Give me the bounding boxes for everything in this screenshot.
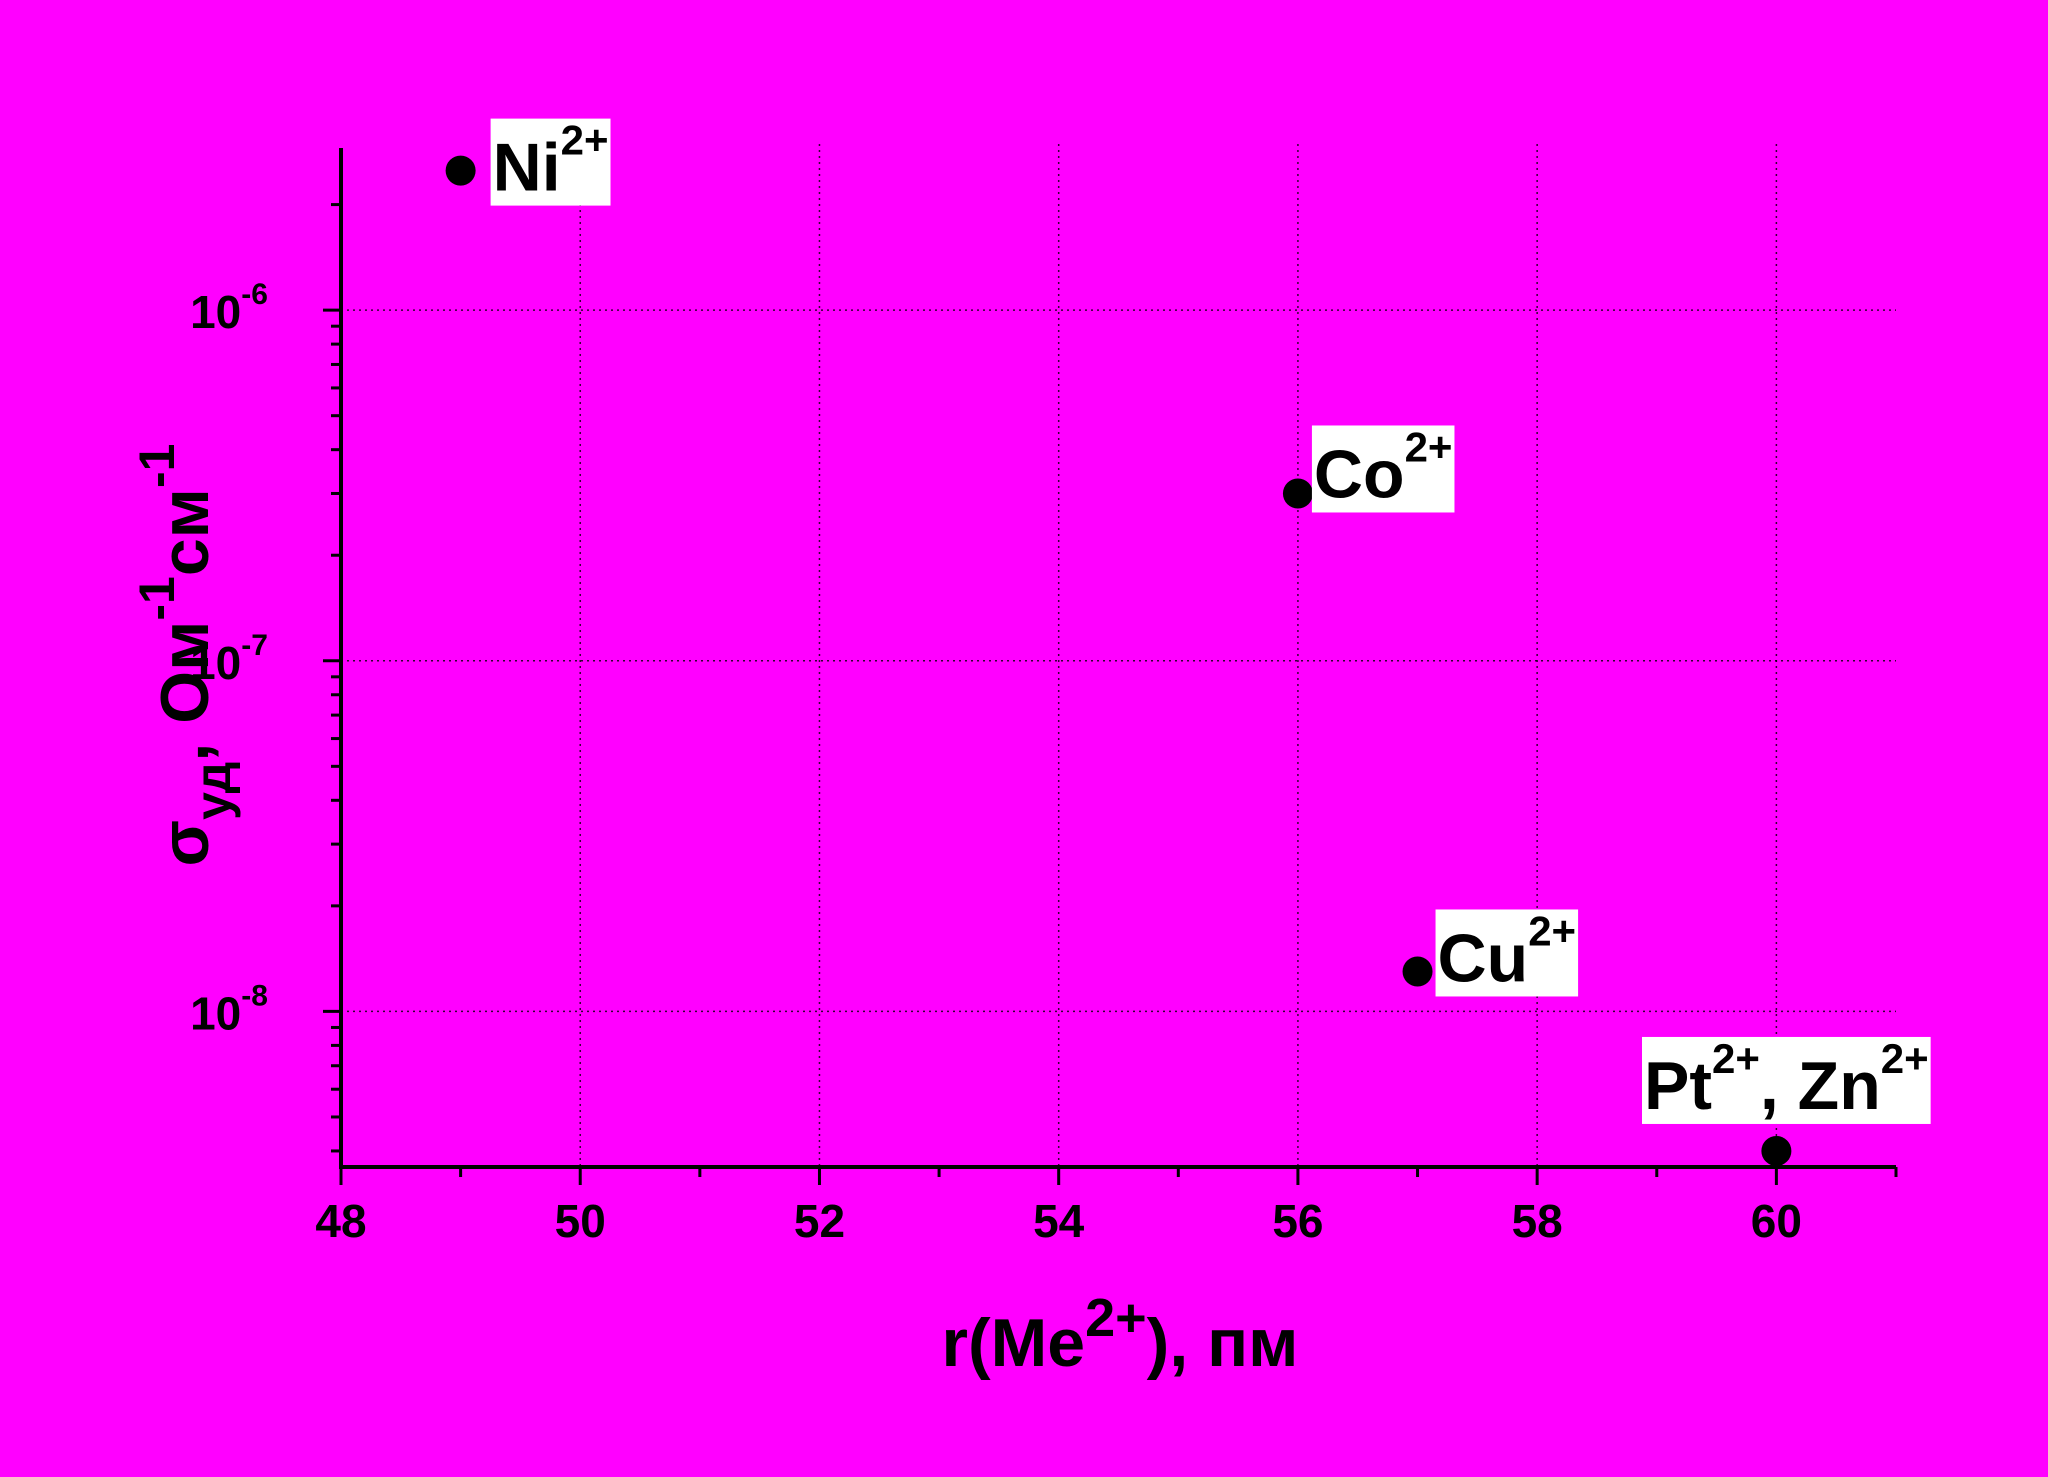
point-label-3-part-1: 2+ <box>1712 1035 1760 1082</box>
x-title-superscript: 2+ <box>1085 1288 1147 1348</box>
data-point-2 <box>1402 956 1433 987</box>
y-tick-exponent--7: -7 <box>241 629 268 662</box>
point-label-3: Pt2+, Zn2+ <box>1644 1035 1929 1124</box>
data-point-3 <box>1761 1135 1792 1166</box>
y-title-part-1: уд <box>185 762 241 820</box>
y-tick-base--6: 10 <box>190 286 241 338</box>
y-title-part-2: , Ом <box>147 621 223 762</box>
point-labels: Ni2+Co2+Cu2+Pt2+, Zn2+ <box>490 117 1931 1124</box>
y-title-part-4: см <box>147 488 223 576</box>
point-label-3-part-2: , Zn <box>1760 1048 1881 1124</box>
x-tick-label-52: 52 <box>794 1195 845 1247</box>
point-label-2-part-0: Cu <box>1438 920 1529 996</box>
point-label-1: Co2+ <box>1314 423 1453 512</box>
x-tick-label-58: 58 <box>1512 1195 1563 1247</box>
point-label-background-2 <box>1435 909 1579 997</box>
x-tick-label-50: 50 <box>555 1195 606 1247</box>
x-tick-label-54: 54 <box>1033 1195 1085 1247</box>
point-label-1-part-0: Co <box>1314 436 1405 512</box>
point-label-group-0: Ni2+ <box>490 117 611 206</box>
point-label-background-3 <box>1642 1036 1931 1124</box>
y-title-part-5: -1 <box>129 444 185 488</box>
x-axis-title: r(Me2+), пм <box>942 1288 1299 1381</box>
point-label-group-1: Co2+ <box>1311 423 1455 513</box>
point-label-2: Cu2+ <box>1438 907 1577 996</box>
point-label-group-2: Cu2+ <box>1435 907 1579 997</box>
point-label-0: Ni2+ <box>493 117 609 206</box>
point-label-3-part-3: 2+ <box>1881 1035 1929 1082</box>
point-label-3-part-0: Pt <box>1644 1048 1712 1124</box>
point-label-0-part-1: 2+ <box>561 117 609 164</box>
y-tick-base--8: 10 <box>190 987 241 1039</box>
x-title-tail: ), пм <box>1147 1305 1299 1381</box>
x-title-base: r(Me <box>942 1305 1086 1381</box>
y-tick-exponent--8: -8 <box>241 979 268 1012</box>
point-label-1-part-1: 2+ <box>1405 423 1453 470</box>
data-point-1 <box>1282 478 1313 509</box>
y-title-part-3: -1 <box>129 576 185 620</box>
point-label-group-3: Pt2+, Zn2+ <box>1642 1035 1931 1124</box>
point-label-background-0 <box>490 118 611 206</box>
y-tick-exponent--6: -6 <box>241 278 268 311</box>
x-tick-label-60: 60 <box>1751 1195 1802 1247</box>
ticks <box>323 203 1898 1185</box>
point-label-0-part-0: Ni <box>493 130 561 206</box>
y-tick-base--7: 10 <box>190 637 241 689</box>
grid <box>341 144 1896 1167</box>
y-tick-label--8: 10-8 <box>190 979 268 1039</box>
axes <box>339 148 1896 1169</box>
data-point-0 <box>445 155 476 186</box>
data-points <box>445 155 1792 1166</box>
y-axis-title: σуд, Ом-1см-1 <box>129 444 241 867</box>
x-tick-label-48: 48 <box>315 1195 366 1247</box>
y-tick-label--7: 10-7 <box>190 629 268 689</box>
x-tick-label-56: 56 <box>1272 1195 1323 1247</box>
point-label-background-1 <box>1311 425 1455 513</box>
y-title-part-0: σ <box>147 820 223 867</box>
y-tick-label--6: 10-6 <box>190 278 268 338</box>
point-label-2-part-1: 2+ <box>1528 907 1576 954</box>
